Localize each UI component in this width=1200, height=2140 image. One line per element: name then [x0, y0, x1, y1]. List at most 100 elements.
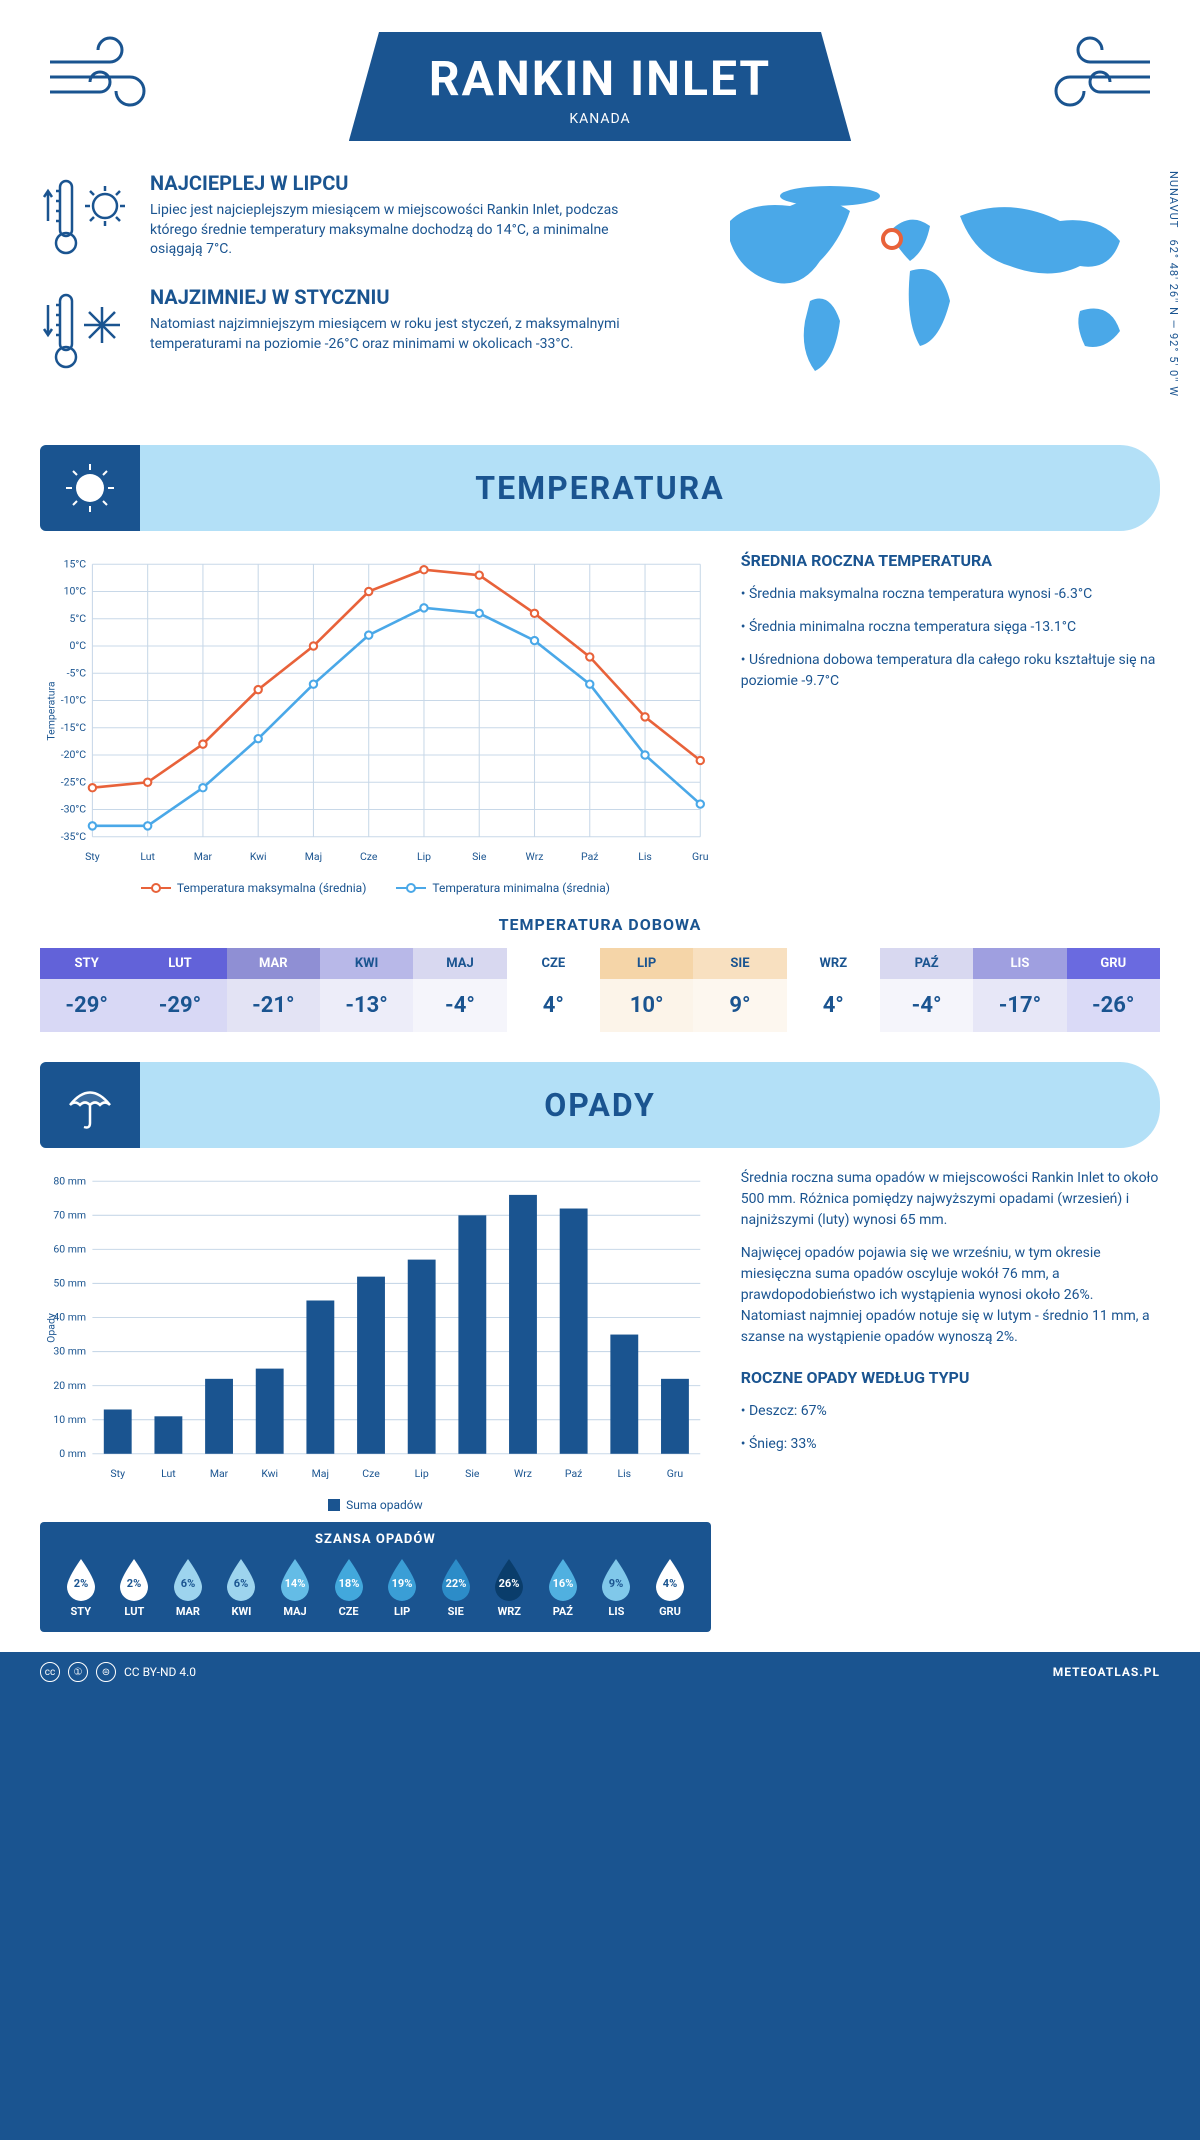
temperature-legend: Temperatura maksymalna (średnia) Tempera…: [40, 881, 711, 895]
precip-chance-cell: 4%GRU: [643, 1557, 697, 1618]
intro-row: NAJCIEPLEJ W LIPCU Lipiec jest najcieple…: [40, 171, 1160, 415]
precip-chance-cell: 26%WRZ: [483, 1557, 537, 1618]
svg-text:Sty: Sty: [110, 1467, 125, 1480]
svg-text:80 mm: 80 mm: [53, 1174, 86, 1187]
precip-type-heading: ROCZNE OPADY WEDŁUG TYPU: [741, 1368, 1160, 1387]
svg-text:-25°C: -25°C: [61, 775, 87, 788]
temperature-chart-column: -35°C-30°C-25°C-20°C-15°C-10°C-5°C0°C5°C…: [40, 551, 711, 895]
precipitation-text-column: Średnia roczna suma opadów w miejscowośc…: [741, 1168, 1160, 1632]
by-icon: ①: [68, 1662, 88, 1682]
sun-icon: [60, 458, 120, 518]
footer: cc ① ⊜ CC BY-ND 4.0 METEOATLAS.PL: [0, 1652, 1200, 1692]
precip-chance-cell: 9%LIS: [590, 1557, 644, 1618]
header: RANKIN INLET KANADA: [40, 32, 1160, 141]
svg-text:14%: 14%: [285, 1577, 306, 1590]
temperature-text-column: ŚREDNIA ROCZNA TEMPERATURA • Średnia mak…: [741, 551, 1160, 895]
svg-text:Paź: Paź: [581, 850, 598, 863]
svg-text:Kwi: Kwi: [261, 1467, 278, 1480]
precip-chance-cell: 2%STY: [54, 1557, 108, 1618]
country-subtitle: KANADA: [429, 111, 771, 127]
fact-warm-title: NAJCIEPLEJ W LIPCU: [150, 171, 660, 195]
location-marker-icon: [881, 228, 903, 250]
section-header-precipitation: OPADY: [40, 1062, 1160, 1148]
svg-text:Lut: Lut: [161, 1467, 176, 1480]
svg-text:Gru: Gru: [667, 1467, 684, 1480]
nd-icon: ⊜: [96, 1662, 116, 1682]
svg-text:10 mm: 10 mm: [53, 1413, 86, 1426]
wind-icon-right: [1040, 32, 1160, 122]
daily-temp-cell: STY-29°: [40, 948, 133, 1032]
svg-text:-20°C: -20°C: [61, 748, 87, 761]
daily-temp-cell: MAJ-4°: [413, 948, 506, 1032]
svg-text:Wrz: Wrz: [526, 850, 544, 863]
city-title: RANKIN INLET: [429, 50, 771, 107]
temperature-title: TEMPERATURA: [40, 445, 1160, 531]
precip-chance-cell: 22%SIE: [429, 1557, 483, 1618]
svg-text:26%: 26%: [499, 1577, 520, 1590]
coordinates-text: NUNAVUT 62° 48' 26'' N — 92° 5' 0'' W: [1167, 171, 1180, 397]
svg-text:Mar: Mar: [210, 1467, 229, 1480]
daily-temp-cell: MAR-21°: [227, 948, 320, 1032]
daily-temp-cell: LIS-17°: [973, 948, 1066, 1032]
title-banner: RANKIN INLET KANADA: [349, 32, 851, 141]
precip-chance-title: SZANSA OPADÓW: [54, 1532, 697, 1547]
temp-bullet: • Średnia minimalna roczna temperatura s…: [741, 617, 1160, 638]
svg-text:2%: 2%: [74, 1577, 88, 1590]
legend-precip-sum: Suma opadów: [328, 1498, 423, 1512]
svg-text:9%: 9%: [609, 1577, 623, 1590]
svg-text:19%: 19%: [392, 1577, 413, 1590]
svg-text:40 mm: 40 mm: [53, 1311, 86, 1324]
precip-chance-cell: 18%CZE: [322, 1557, 376, 1618]
daily-temp-cell: SIE9°: [693, 948, 786, 1032]
svg-text:Sie: Sie: [472, 850, 487, 863]
svg-text:0 mm: 0 mm: [59, 1447, 86, 1460]
daily-temp-cell: WRZ4°: [787, 948, 880, 1032]
svg-text:50 mm: 50 mm: [53, 1277, 86, 1290]
daily-temp-cell: CZE4°: [507, 948, 600, 1032]
svg-text:Maj: Maj: [305, 850, 322, 863]
svg-text:Lis: Lis: [618, 1467, 632, 1480]
svg-text:-35°C: -35°C: [61, 830, 87, 843]
fact-cold-title: NAJZIMNIEJ W STYCZNIU: [150, 285, 660, 309]
svg-text:16%: 16%: [552, 1577, 573, 1590]
svg-text:0°C: 0°C: [70, 639, 87, 652]
svg-text:10°C: 10°C: [64, 585, 87, 598]
temp-bullet: • Uśredniona dobowa temperatura dla całe…: [741, 650, 1160, 692]
precip-para-2: Najwięcej opadów pojawia się we wrześniu…: [741, 1243, 1160, 1348]
thermometer-sun-icon: [40, 171, 130, 261]
precip-chance-cell: 14%MAJ: [268, 1557, 322, 1618]
daily-temp-cell: LUT-29°: [133, 948, 226, 1032]
svg-text:Cze: Cze: [362, 1467, 380, 1480]
precipitation-title: OPADY: [40, 1062, 1160, 1148]
section-header-temperature: TEMPERATURA: [40, 445, 1160, 531]
world-map-icon: [700, 171, 1160, 411]
thermometer-snowflake-icon: [40, 285, 130, 375]
svg-text:4%: 4%: [663, 1577, 677, 1590]
precipitation-chart-column: 0 mm10 mm20 mm30 mm40 mm50 mm60 mm70 mm8…: [40, 1168, 711, 1632]
svg-text:Lut: Lut: [140, 850, 155, 863]
svg-text:-15°C: -15°C: [61, 721, 87, 734]
svg-text:Opady: Opady: [45, 1313, 58, 1343]
svg-text:15°C: 15°C: [64, 557, 87, 570]
avg-temp-heading: ŚREDNIA ROCZNA TEMPERATURA: [741, 551, 1160, 570]
svg-text:18%: 18%: [338, 1577, 359, 1590]
daily-temp-cell: GRU-26°: [1067, 948, 1160, 1032]
svg-text:60 mm: 60 mm: [53, 1243, 86, 1256]
svg-text:Lip: Lip: [415, 1467, 429, 1480]
svg-text:Sty: Sty: [85, 850, 100, 863]
precip-chance-cell: 19%LIP: [375, 1557, 429, 1618]
svg-text:Mar: Mar: [194, 850, 213, 863]
svg-text:5°C: 5°C: [70, 612, 87, 625]
fact-coldest: NAJZIMNIEJ W STYCZNIU Natomiast najzimni…: [40, 285, 660, 375]
legend-max: Temperatura maksymalna (średnia): [141, 881, 367, 895]
svg-text:Kwi: Kwi: [250, 850, 267, 863]
daily-temp-cell: PAŹ-4°: [880, 948, 973, 1032]
footer-license: cc ① ⊜ CC BY-ND 4.0: [40, 1662, 196, 1682]
precip-type-bullet: • Deszcz: 67%: [741, 1401, 1160, 1422]
umbrella-icon: [60, 1075, 120, 1135]
precipitation-body: 0 mm10 mm20 mm30 mm40 mm50 mm60 mm70 mm8…: [40, 1168, 1160, 1632]
svg-text:Cze: Cze: [360, 850, 378, 863]
svg-text:Lip: Lip: [417, 850, 431, 863]
svg-text:20 mm: 20 mm: [53, 1379, 86, 1392]
daily-temp-title: TEMPERATURA DOBOWA: [40, 915, 1160, 934]
